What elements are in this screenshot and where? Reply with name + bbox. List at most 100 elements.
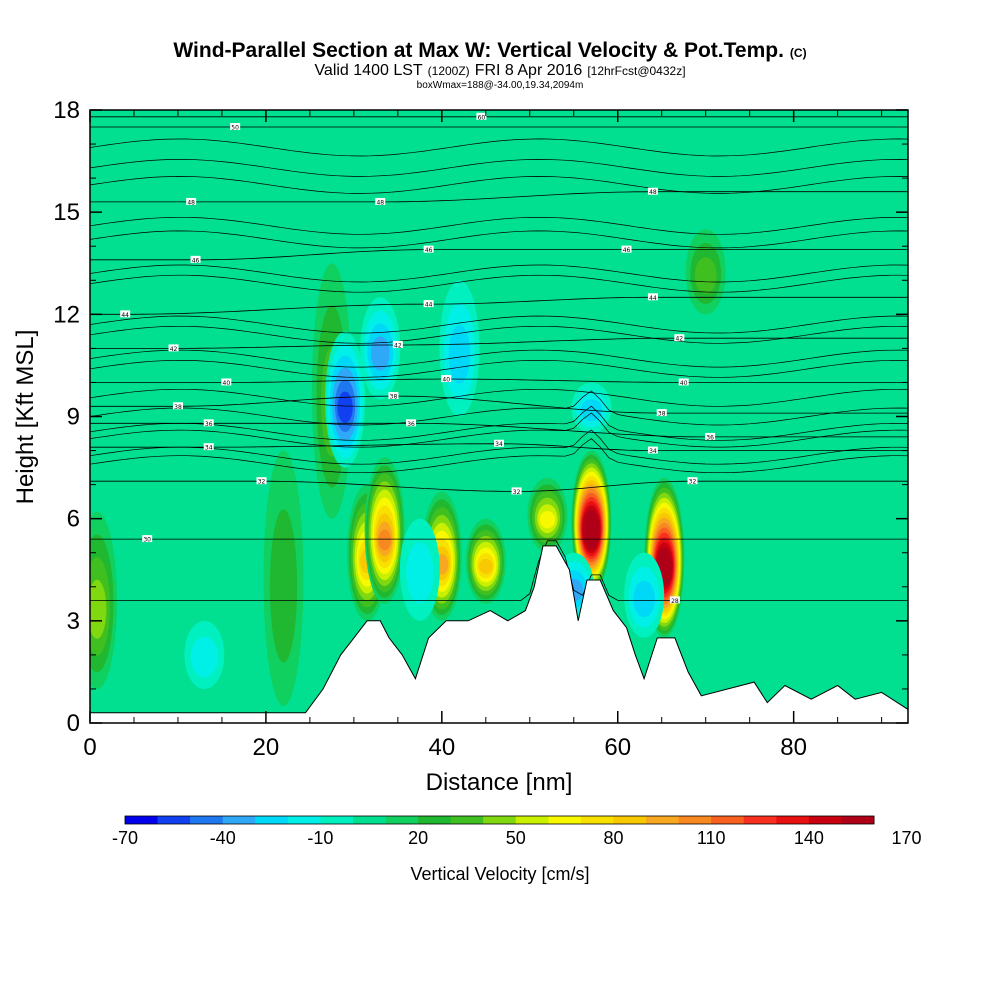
isentrope-label: 60 <box>478 114 486 121</box>
isentrope-label: 32 <box>258 479 266 486</box>
isentrope-label-bg <box>120 310 131 318</box>
isentrope-line <box>90 216 908 235</box>
updraft-cell <box>527 477 568 553</box>
colorbar-swatch <box>255 816 289 824</box>
updraft-contour <box>269 509 298 663</box>
isentrope-line <box>90 349 908 368</box>
subtitle-zulu: (1200Z) <box>428 64 470 78</box>
downdraft-cell <box>571 382 612 434</box>
isentrope-line <box>90 412 908 448</box>
x-tick-label: 80 <box>780 734 807 761</box>
isentrope-line <box>90 296 908 315</box>
x-tick-label: 60 <box>604 734 631 761</box>
updraft-cell <box>465 518 506 604</box>
colorbar-frame <box>124 815 875 825</box>
isentrope-label-bg <box>203 419 214 427</box>
isentrope-label-bg <box>669 596 680 604</box>
y-axis-label: Height [Kft MSL] <box>12 330 39 505</box>
downdraft-cell <box>184 620 225 689</box>
x-tick-label: 20 <box>253 734 280 761</box>
colorbar-swatch <box>157 816 191 824</box>
y-tick-label: 12 <box>53 301 80 328</box>
isentrope-label: 46 <box>425 247 433 254</box>
isentrope-label: 28 <box>671 598 679 605</box>
colorbar-swatch <box>613 816 647 824</box>
chart-title: Wind-Parallel Section at Max W: Vertical… <box>173 39 806 62</box>
isentrope-line <box>90 176 908 194</box>
colorbar-swatch <box>418 816 452 824</box>
y-tick-label: 6 <box>67 506 80 533</box>
isentrope-label-bg <box>388 392 399 400</box>
colorbar-swatch <box>450 816 484 824</box>
colorbar-tick-label: 50 <box>506 828 526 848</box>
colorbar-swatch <box>548 816 582 824</box>
isentrope-label-bg <box>406 419 417 427</box>
isentrope-label-bg <box>172 402 183 410</box>
isentrope-label: 36 <box>205 421 213 428</box>
isentrope-label-bg <box>190 255 201 263</box>
plot-area: 50 60 48 48 48 46 46 46 44 44 44 42 42 42 40 40 40 38 38 38… <box>90 110 908 723</box>
downdraft-cell <box>399 518 440 621</box>
isentrope-label: 40 <box>680 380 688 387</box>
isentrope-line <box>90 429 908 465</box>
isentrope-line <box>90 480 908 492</box>
isentrope-label: 50 <box>231 125 239 132</box>
colorbar-swatch <box>385 816 419 824</box>
colorbar-tick-label: -40 <box>210 828 236 848</box>
colorbar-swatch <box>287 816 321 824</box>
colorbar-swatch <box>711 816 745 824</box>
isentrope-label-bg <box>678 378 689 386</box>
colorbar-swatch <box>190 816 224 824</box>
isentrope-label-bg <box>647 293 658 301</box>
isentrope-label: 48 <box>187 199 195 206</box>
isentrope-label: 40 <box>223 380 231 387</box>
isentrope-line <box>90 359 908 378</box>
colorbar-swatch <box>352 816 386 824</box>
isentrope-label-bg <box>647 446 658 454</box>
x-tick-label: 0 <box>83 734 96 761</box>
downdraft-contour <box>190 636 218 678</box>
colorbar-swatch <box>678 816 712 824</box>
updraft-cell <box>685 229 726 315</box>
colorbar-tick-label: -70 <box>112 828 138 848</box>
isentrope-label-bg <box>705 432 716 440</box>
updraft-contour <box>478 558 493 575</box>
y-tick-label: 18 <box>53 97 80 124</box>
colorbar-swatch <box>646 816 680 824</box>
downdraft-cell <box>624 552 665 638</box>
isentrope-label-bg <box>423 245 434 253</box>
isentrope-line <box>90 325 908 344</box>
isentrope-label-bg <box>621 245 632 253</box>
isentrope-line <box>90 159 908 177</box>
isentrope-label-bg <box>423 300 434 308</box>
updraft-contour <box>694 257 717 294</box>
downdraft-contour <box>370 336 390 371</box>
terrain <box>90 545 908 723</box>
colorbar <box>124 815 875 825</box>
downdraft-contour <box>633 580 655 618</box>
updraft-cell <box>364 457 405 604</box>
colorbar-tick-label: 110 <box>697 828 726 848</box>
isentrope-line <box>90 395 908 414</box>
colorbar-ticks: -70 -40 -10 20 50 80 110 140 170 <box>112 828 922 848</box>
isentrope-label: 46 <box>623 247 631 254</box>
isentrope-label: 32 <box>513 489 521 496</box>
colorbar-swatch <box>743 816 777 824</box>
colorbar-swatch <box>515 816 549 824</box>
isentrope-line <box>90 249 908 261</box>
isentrope-label-bg <box>203 443 214 451</box>
isentrope-label: 42 <box>394 342 402 349</box>
isentrope-line <box>90 230 908 249</box>
downdraft-cell <box>439 280 480 417</box>
isentrope-label-bg <box>647 187 658 195</box>
isentrope-label: 32 <box>689 479 697 486</box>
chart-subtitle-2: boxWmax=188@-34.00,19.34,2094m <box>417 80 584 91</box>
isentrope-line <box>90 540 908 601</box>
isentrope-label: 36 <box>407 421 415 428</box>
downdraft-contour <box>448 325 471 384</box>
y-tick-label: 15 <box>53 199 80 226</box>
isentrope-label: 42 <box>170 346 178 353</box>
isentrope-label-bg <box>687 477 698 485</box>
isentrope-line <box>90 390 908 426</box>
subtitle-date: FRI 8 Apr 2016 <box>475 62 583 79</box>
